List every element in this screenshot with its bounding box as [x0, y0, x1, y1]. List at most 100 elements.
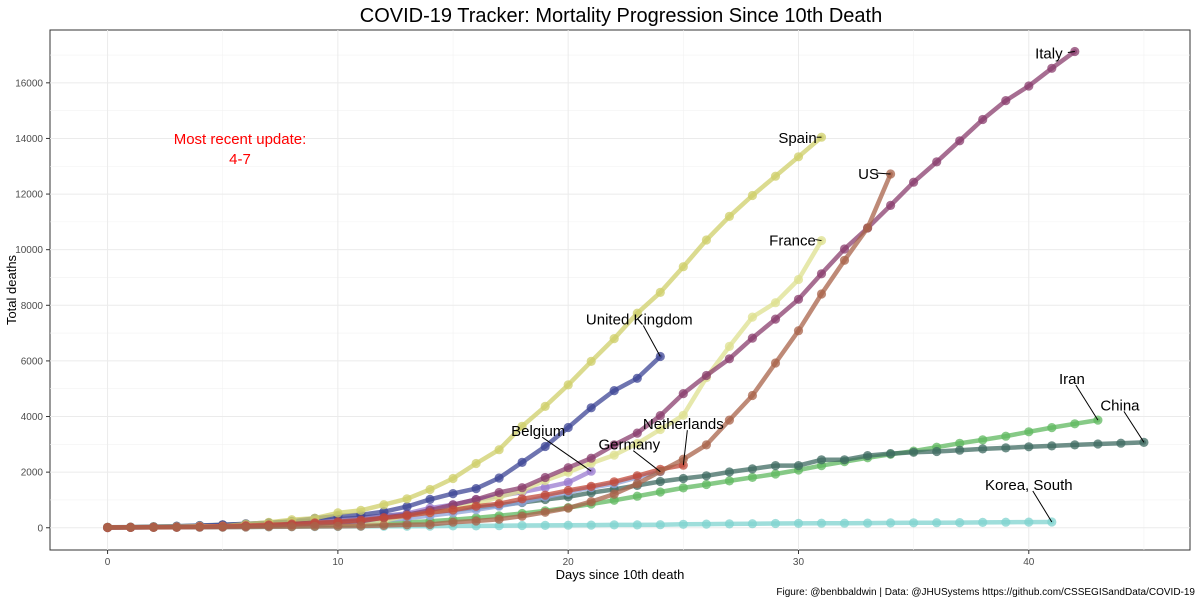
data-point-us: [333, 521, 343, 531]
data-point-netherlands: [471, 501, 481, 511]
data-point-korea-south: [494, 521, 504, 531]
x-tick-label: 30: [793, 557, 805, 568]
series-label-france: France: [769, 233, 816, 250]
leader-line-us: [876, 172, 891, 175]
data-point-korea-south: [932, 518, 942, 528]
data-point-china: [1047, 441, 1057, 451]
data-point-spain: [655, 287, 665, 297]
data-point-us: [195, 522, 205, 532]
data-point-korea-south: [632, 520, 642, 530]
data-point-china: [724, 467, 735, 477]
data-point-korea-south: [724, 519, 735, 529]
data-point-spain: [701, 235, 712, 245]
data-point-us: [494, 514, 504, 524]
data-point-spain: [379, 500, 389, 510]
y-tick-label: 0: [37, 523, 43, 534]
data-point-france: [747, 312, 758, 322]
leader-line-iran: [1075, 384, 1099, 421]
data-point-china: [1024, 442, 1034, 452]
data-point-united-kingdom: [471, 484, 481, 494]
series-label-us: US: [858, 166, 879, 183]
data-point-china: [678, 473, 688, 484]
chart-caption: Figure: @benbbaldwin | Data: @JHUSystems…: [776, 587, 1195, 598]
data-point-korea-south: [678, 519, 688, 529]
data-point-korea-south: [863, 518, 873, 528]
data-point-china: [955, 445, 965, 455]
data-point-united-kingdom: [540, 441, 550, 452]
data-point-spain: [563, 380, 573, 390]
data-point-spain: [747, 190, 758, 201]
data-point-italy: [955, 136, 965, 146]
y-tick-label: 16000: [15, 78, 43, 89]
series-label-netherlands: Netherlands: [643, 416, 724, 433]
y-tick-label: 14000: [15, 134, 43, 145]
data-point-us: [747, 390, 758, 401]
data-point-us: [770, 358, 781, 368]
series-layer: [103, 46, 1149, 533]
data-point-korea-south: [886, 518, 896, 528]
data-point-korea-south: [655, 520, 665, 530]
data-point-us: [816, 289, 827, 299]
y-tick-label: 4000: [21, 412, 44, 423]
update-annotation-line2: 4-7: [229, 151, 251, 168]
label-layer: Korea, South Iran China Belgium Germany Unite…: [511, 45, 1145, 523]
axis-layer: 0 10 20 30 40 0 2000 4000 6000 8000 10000 12000 1400…: [15, 78, 1035, 568]
data-point-china: [655, 476, 665, 487]
data-point-us: [632, 479, 642, 489]
data-point-france: [655, 424, 665, 435]
data-point-netherlands: [632, 471, 642, 481]
data-point-italy: [747, 333, 758, 343]
y-tick-label: 2000: [21, 468, 44, 479]
leader-line-korea-south: [1032, 490, 1053, 523]
data-point-italy: [655, 411, 665, 421]
data-point-spain: [586, 356, 596, 366]
data-point-iran: [1070, 419, 1080, 429]
x-tick-label: 20: [563, 557, 575, 568]
update-annotation-line1: Most recent update:: [174, 131, 307, 148]
data-point-korea-south: [540, 520, 550, 531]
series-label-china: China: [1100, 397, 1140, 414]
data-point-italy: [909, 177, 919, 187]
data-point-us: [609, 489, 619, 499]
data-point-belgium: [540, 482, 550, 493]
data-point-united-kingdom: [494, 473, 504, 483]
data-point-spain: [770, 171, 781, 181]
data-point-italy: [770, 314, 781, 324]
data-point-china: [1001, 443, 1011, 453]
data-point-united-kingdom: [517, 457, 527, 467]
data-point-iran: [1024, 427, 1034, 437]
data-point-us: [863, 223, 873, 233]
data-point-iran: [724, 476, 735, 486]
data-point-korea-south: [609, 520, 619, 530]
data-point-us: [425, 519, 435, 530]
data-point-china: [701, 471, 712, 481]
data-point-united-kingdom: [632, 373, 642, 383]
data-point-us: [287, 522, 297, 532]
data-point-korea-south: [978, 517, 988, 528]
data-point-spain: [632, 308, 642, 318]
data-point-netherlands: [379, 513, 389, 523]
data-point-us: [218, 522, 228, 532]
data-point-korea-south: [816, 518, 827, 528]
y-tick-label: 12000: [15, 190, 43, 201]
data-point-china: [1093, 439, 1103, 449]
data-point-spain: [356, 505, 366, 515]
data-point-spain: [609, 334, 619, 344]
data-point-italy: [632, 428, 642, 438]
series-label-united-kingdom: United Kingdom: [586, 311, 693, 328]
data-point-china: [793, 461, 804, 471]
data-point-us: [793, 326, 804, 336]
data-point-korea-south: [563, 520, 573, 530]
y-tick-label: 10000: [15, 245, 43, 256]
data-point-spain: [517, 421, 527, 431]
data-point-italy: [932, 157, 942, 167]
data-point-italy: [701, 370, 712, 381]
data-point-italy: [1001, 96, 1011, 106]
data-point-spain: [471, 458, 481, 469]
data-point-us: [701, 440, 712, 450]
data-point-spain: [724, 211, 735, 221]
data-point-china: [886, 449, 896, 459]
data-point-netherlands: [563, 485, 573, 496]
data-point-italy: [678, 389, 688, 399]
